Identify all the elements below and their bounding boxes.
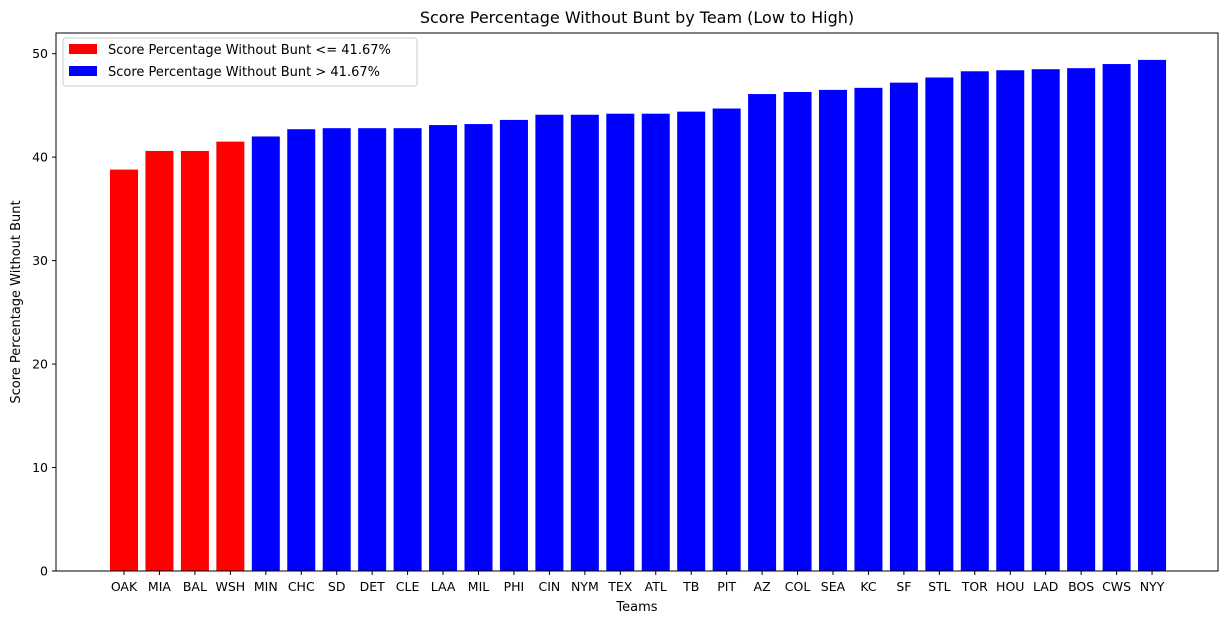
legend-frame [62,37,418,87]
x-tick-label: NYY [1140,579,1165,594]
legend-swatch [69,66,97,76]
y-tick-label: 50 [32,46,48,61]
x-tick-label: LAA [431,579,456,594]
x-tick-label: NYM [571,579,599,594]
x-tick-label: TEX [607,579,633,594]
plot-frame [55,32,1219,572]
x-tick-label: AZ [754,579,771,594]
x-tick-label: CWS [1102,579,1131,594]
legend-swatch [69,44,97,54]
legend-label: Score Percentage Without Bunt <= 41.67% [108,43,391,58]
bar-oak [110,169,138,571]
bar-bos [1067,68,1096,572]
x-tick-label: STL [928,579,951,594]
x-tick-label: CIN [539,579,561,594]
bar-nym [570,114,599,571]
x-tick-label: MIL [468,579,489,594]
chart-title: Score Percentage Without Bunt by Team (L… [420,8,854,27]
x-tick-label: KC [860,579,877,594]
bar-cws [1102,64,1131,571]
bar-det [358,128,387,571]
bar-kc [854,87,883,571]
bar-pit [712,108,741,571]
bar-lad [1031,69,1060,572]
y-tick-label: 20 [32,357,48,372]
x-tick-label: MIA [148,579,171,594]
x-tick-label: CHC [288,579,315,594]
x-tick-label: BAL [183,579,207,594]
x-axis-label: Teams [615,600,657,615]
x-tick-label: PIT [717,579,736,594]
x-tick-label: CLE [396,579,420,594]
y-tick-label: 0 [40,564,48,579]
x-tick-label: PHI [504,579,525,594]
y-tick-label: 30 [32,253,48,268]
bar-tb [677,111,706,571]
bar-min [251,136,280,571]
x-tick-label: BOS [1068,579,1094,594]
legend: Score Percentage Without Bunt <= 41.67% S… [62,37,418,87]
y-axis: 0 10 20 30 40 50 [32,46,56,579]
x-tick-label: SF [896,579,911,594]
x-tick-label: HOU [996,579,1024,594]
legend-label: Score Percentage Without Bunt > 41.67% [108,65,380,80]
y-tick-label: 40 [32,150,48,165]
bar-cin [535,114,564,571]
bar-tor [960,71,989,571]
bar-mia [145,150,174,571]
bar-sea [819,89,847,572]
x-tick-label: SD [328,579,346,594]
bar-nyy [1138,59,1167,572]
bar-col [783,91,812,571]
bar-sf [889,82,918,571]
bar-wsh [216,141,245,571]
x-tick-label: COL [785,579,811,594]
x-tick-label: WSH [215,579,245,594]
bar-laa [429,125,458,571]
bars-group [110,59,1167,572]
x-tick-label: TB [682,579,699,594]
x-tick-label: OAK [111,579,138,594]
x-tick-label: TOR [961,579,988,594]
bar-tex [606,113,635,571]
x-tick-label: LAD [1033,579,1058,594]
bar-phi [499,119,528,571]
x-tick-label: MIN [254,579,278,594]
bar-atl [641,113,670,571]
bar-cle [393,128,422,571]
bar-bal [180,150,209,571]
bar-az [748,94,777,571]
x-tick-label: ATL [645,579,667,594]
x-tick-label: SEA [821,579,846,594]
x-axis: OAK MIA BAL WSH MIN CHC SD DET CLE LAA MIL PHI CIN NY… [111,571,1165,594]
bar-mil [464,124,493,572]
bar-stl [925,77,954,572]
bar-chc [287,129,316,571]
x-tick-label: DET [360,579,386,594]
bar-hou [996,70,1025,571]
y-tick-label: 10 [32,460,48,475]
bar-sd [322,128,351,571]
y-axis-label: Score Percentage Without Bunt [9,200,24,403]
